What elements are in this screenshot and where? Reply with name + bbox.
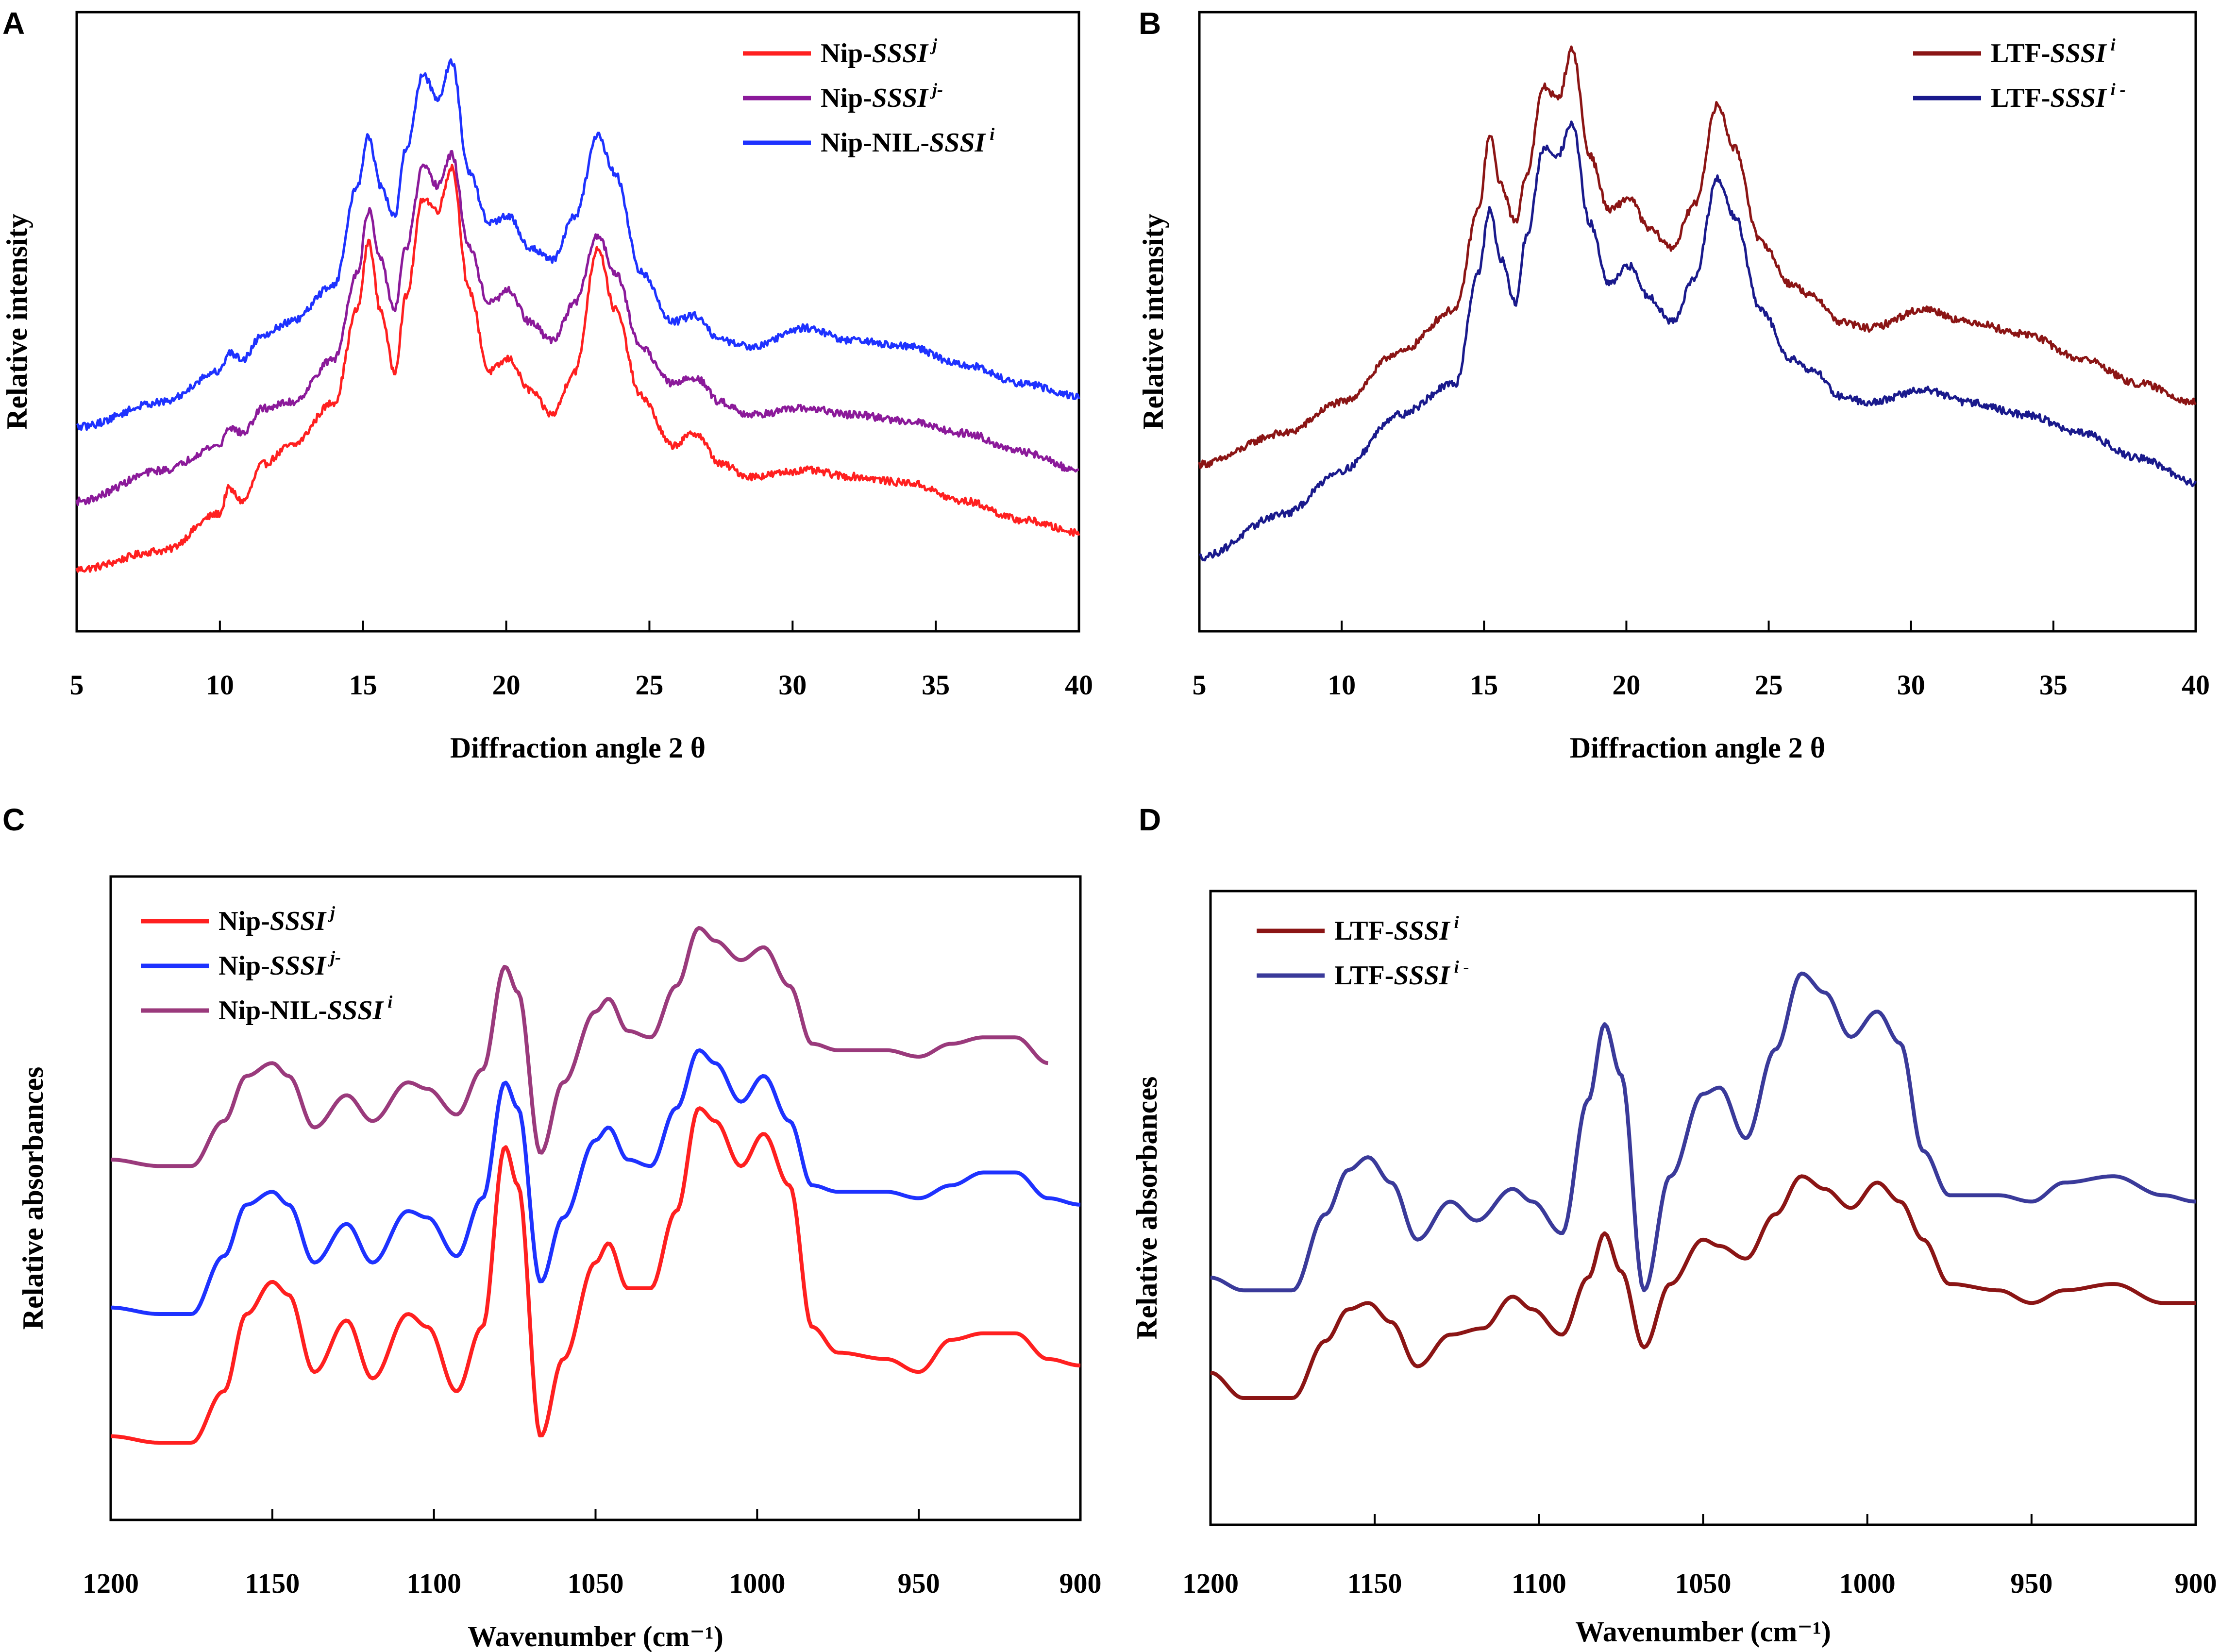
panel-c-series-line-2 (111, 1048, 1081, 1316)
legend-label-superscript: j (928, 35, 938, 54)
panel-a-series-line-2 (75, 150, 1079, 506)
legend-label-main: LTF- (1991, 83, 2050, 113)
legend-label-main: Nip- (219, 906, 270, 936)
panel-b-series-line-1 (1198, 45, 2197, 469)
panel-a-series-line-3 (76, 58, 1080, 431)
legend-label-italic: SSSI (872, 83, 929, 113)
panel-c-x-tick-label: 1200 (83, 1568, 139, 1599)
panel-c-x-tick-label: 1050 (568, 1568, 624, 1599)
legend-label-superscript: i (383, 992, 392, 1011)
panel-a-letter: A (2, 6, 25, 41)
panel-b-legend-label-2: LTF-SSSI i - (1991, 80, 2126, 113)
panel-c-x-tick-label: 1150 (245, 1568, 300, 1599)
legend-label-italic: SSSI (1394, 961, 1450, 991)
legend-label-italic: SSSI (2050, 38, 2107, 68)
panel-a-x-tick-label: 10 (206, 669, 234, 701)
panel-b-x-tick-label: 10 (1328, 669, 1356, 701)
panel-d-x-tick-label: 1100 (1512, 1568, 1566, 1599)
legend-label-main: LTF- (1334, 961, 1394, 991)
legend-label-superscript: i - (2106, 80, 2126, 99)
panel-c: C 1200 1150 1100 1050 1000 950 900 Wavenumber (c… (2, 802, 1102, 1652)
panel-a-x-tick-label: 40 (1065, 669, 1093, 701)
legend-label-italic: SSSI (327, 995, 384, 1026)
legend-label-italic: SSSI (1394, 916, 1450, 946)
panel-d-series-line-2 (1210, 971, 2196, 1293)
panel-d-series-line-1 (1210, 1174, 2196, 1400)
panel-a-series-line-1 (75, 164, 1080, 573)
panel-b-legend-label-1: LTF-SSSI i (1991, 35, 2116, 68)
panel-b-y-axis-label: Relative intensity (1137, 214, 1169, 430)
panel-a-plot-frame (75, 11, 1080, 633)
panel-b-x-tick-label: 40 (2182, 669, 2210, 701)
legend-label-main: Nip-NIL- (821, 128, 929, 158)
panel-d-legend-label-1: LTF-SSSI i (1334, 912, 1459, 946)
legend-label-italic: SSSI (929, 128, 986, 158)
legend-label-italic: SSSI (872, 38, 929, 68)
panel-b: B 5 10 15 20 25 30 35 40 Diffraction angle 2 θ Rel… (1137, 6, 2210, 764)
panel-b-x-tick-label: 35 (2039, 669, 2068, 701)
legend-label-main: Nip- (821, 83, 872, 113)
panel-c-legend-label-2: Nip-SSSI j- (219, 947, 341, 981)
panel-a-x-tick-label: 30 (778, 669, 807, 701)
panel-a-x-axis-label: Diffraction angle 2 θ (450, 732, 706, 764)
panel-d-x-tick-label: 950 (2010, 1568, 2052, 1599)
legend-label-superscript: i - (1450, 957, 1469, 977)
panel-a-legend-label-1: Nip-SSSI j (821, 35, 938, 68)
panel-b-x-tick-label: 5 (1193, 669, 1207, 701)
panel-a-x-tick-label: 25 (635, 669, 663, 701)
legend-label-italic: SSSI (270, 951, 327, 981)
legend-label-italic: SSSI (270, 906, 327, 936)
legend-label-main: Nip- (821, 38, 872, 68)
panel-d-legend-label-2: LTF-SSSI i - (1334, 957, 1469, 991)
panel-a-x-tick-label: 20 (492, 669, 521, 701)
panel-d-letter: D (1139, 802, 1161, 837)
panel-b-x-tick-label: 25 (1755, 669, 1783, 701)
panel-c-x-axis-label: Wavenumber (cm⁻¹) (468, 1620, 723, 1652)
legend-label-superscript: j- (928, 80, 943, 99)
panel-c-legend-label-3: Nip-NIL-SSSI i (219, 992, 392, 1026)
panel-d-x-tick-label: 1150 (1347, 1568, 1402, 1599)
legend-label-superscript: i (2106, 35, 2116, 54)
panel-c-series-line-1 (111, 1106, 1081, 1445)
legend-label-main: Nip-NIL- (219, 995, 327, 1026)
panel-b-series-line-2 (1199, 120, 2197, 562)
panel-b-x-tick-label: 30 (1897, 669, 1925, 701)
panel-c-x-tick-label: 1000 (729, 1568, 785, 1599)
panel-a: A 5 10 15 20 25 30 35 40 Diffraction angle 2 θ Rel… (1, 6, 1093, 764)
panel-c-x-tick-label: 900 (1060, 1568, 1102, 1599)
panel-c-y-axis-label: Relative absorbances (17, 1067, 49, 1330)
panel-a-x-tick-label: 15 (349, 669, 377, 701)
legend-label-main: LTF- (1991, 38, 2050, 68)
legend-label-superscript: i (985, 124, 994, 144)
legend-label-italic: SSSI (2050, 83, 2107, 113)
panel-d-x-axis-label: Wavenumber (cm⁻¹) (1575, 1616, 1831, 1648)
panel-a-y-axis-label: Relative intensity (1, 214, 33, 430)
panel-b-letter: B (1139, 6, 1161, 41)
panel-b-x-tick-label: 15 (1470, 669, 1498, 701)
panel-b-plot-frame (1198, 11, 2197, 633)
panel-c-legend-label-1: Nip-SSSI j (219, 903, 336, 936)
legend-label-main: Nip- (219, 951, 270, 981)
panel-d-y-axis-label: Relative absorbances (1131, 1077, 1163, 1340)
panel-a-legend-label-2: Nip-SSSI j- (821, 80, 943, 113)
legend-label-superscript: j (326, 903, 336, 922)
panel-d-x-tick-label: 1050 (1675, 1568, 1732, 1599)
panel-a-x-tick-label: 5 (70, 669, 84, 701)
panel-d-x-tick-label: 1200 (1182, 1568, 1239, 1599)
panel-c-series-line-3 (110, 926, 1048, 1168)
panel-a-x-tick-label: 35 (922, 669, 950, 701)
legend-label-main: LTF- (1334, 916, 1394, 946)
legend-label-superscript: j- (326, 947, 341, 967)
panel-c-x-tick-label: 1100 (406, 1568, 461, 1599)
panel-b-x-tick-label: 20 (1612, 669, 1640, 701)
panel-b-x-axis-label: Diffraction angle 2 θ (1570, 732, 1825, 764)
panel-c-x-tick-label: 950 (898, 1568, 940, 1599)
panel-d-x-tick-label: 900 (2175, 1568, 2217, 1599)
legend-label-superscript: i (1450, 912, 1459, 932)
panel-c-letter: C (2, 802, 25, 837)
panel-a-legend-label-3: Nip-NIL-SSSI i (821, 124, 994, 158)
panel-d-x-tick-label: 1000 (1839, 1568, 1896, 1599)
panel-d: D 1200 1150 1100 1050 1000 950 900 Wavenumber (c… (1131, 802, 2217, 1648)
